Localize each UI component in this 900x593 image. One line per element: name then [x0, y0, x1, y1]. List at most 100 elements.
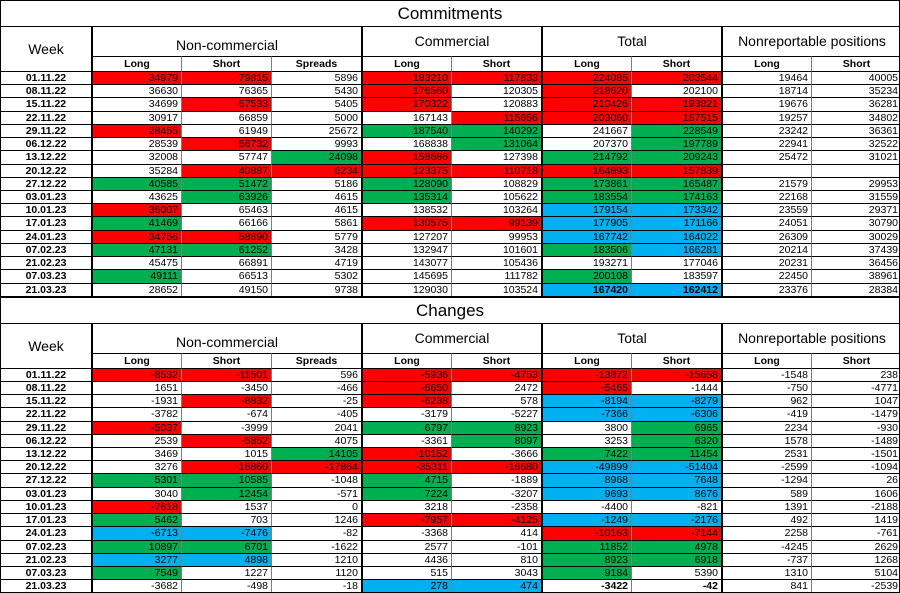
value-cell: 174163: [631, 189, 721, 204]
value-cell: -3450: [181, 380, 271, 395]
value-cell: 278: [361, 579, 451, 592]
value-cell: 19257: [721, 110, 811, 124]
value-cell: 167742: [541, 229, 631, 243]
value-cell: 11454: [631, 447, 721, 461]
value-cell: 10897: [91, 539, 181, 553]
value-cell: 30917: [91, 110, 181, 124]
group-header-row: Non-commercial Commercial Total Nonrepor…: [91, 27, 899, 56]
value-cell: -930: [811, 420, 899, 434]
value-cell: 1210: [271, 552, 361, 566]
value-cell: 3043: [451, 566, 541, 580]
value-cell: 1419: [811, 513, 899, 527]
value-cell: 4436: [361, 552, 451, 566]
value-cell: 4978: [631, 539, 721, 553]
value-cell: 28539: [91, 137, 181, 151]
table-body: 01.11.22 34979 79815 5896 183210 117833 224085…: [1, 71, 899, 296]
table-row: 15.11.22 -1931 -8832 -25 -6238 578 -8194 -8279 9…: [1, 394, 899, 408]
value-cell: 123375: [361, 163, 451, 177]
value-cell: -51404: [631, 460, 721, 474]
value-cell: 120883: [451, 97, 541, 111]
value-cell: 26309: [721, 229, 811, 243]
table-row: 21.02.23 45475 66891 4719 143077 105436 193271…: [1, 256, 899, 270]
value-cell: 2258: [721, 526, 811, 540]
value-cell: 101601: [451, 242, 541, 257]
value-cell: 10585: [181, 473, 271, 487]
value-cell: 22450: [721, 269, 811, 283]
value-cell: 31021: [811, 150, 899, 164]
value-cell: 34756: [91, 229, 181, 243]
value-cell: [721, 163, 811, 177]
value-cell: -1489: [811, 433, 899, 448]
value-cell: 6234: [271, 163, 361, 177]
value-cell: 135314: [361, 189, 451, 204]
table-row: 08.11.22 36630 76365 5430 176560 120305 218620…: [1, 84, 899, 98]
value-cell: 187540: [361, 123, 451, 138]
table-body: 01.11.22 -8532 -11501 596 -5936 -4753 -13872 -1…: [1, 367, 899, 592]
value-cell: -25: [271, 394, 361, 408]
value-cell: 20214: [721, 242, 811, 257]
value-cell: 3277: [91, 552, 181, 566]
value-cell: 29371: [811, 203, 899, 217]
value-cell: 108829: [451, 176, 541, 190]
value-cell: 61252: [181, 242, 271, 257]
week-cell: 08.11.22: [1, 380, 91, 394]
week-column-header: Week: [28, 41, 64, 57]
value-cell: -3422: [541, 579, 631, 592]
col-header-nc-spreads: Spreads: [271, 56, 361, 71]
value-cell: -4125: [451, 513, 541, 527]
value-cell: 23376: [721, 282, 811, 296]
table-row: 07.03.23 7549 1227 1120 515 3043 9184 5390 1310 5…: [1, 566, 899, 580]
value-cell: 5186: [271, 176, 361, 190]
value-cell: 2629: [811, 539, 899, 553]
value-cell: 5000: [271, 110, 361, 124]
week-cell: 20.12.22: [1, 460, 91, 473]
value-cell: 5405: [271, 97, 361, 111]
value-cell: -821: [631, 499, 721, 514]
value-cell: 166281: [631, 242, 721, 257]
value-cell: -7366: [541, 407, 631, 421]
value-cell: 12454: [181, 486, 271, 500]
value-cell: 474: [451, 579, 541, 592]
sub-header-row: Long Short Spreads Long Short Long Short…: [91, 56, 899, 71]
value-cell: -5936: [361, 367, 451, 381]
value-cell: 207370: [541, 137, 631, 151]
value-cell: 6797: [361, 420, 451, 434]
value-cell: 157839: [631, 163, 721, 177]
col-header-nr-long: Long: [721, 352, 811, 368]
value-cell: 66891: [181, 256, 271, 270]
value-cell: 177905: [541, 216, 631, 230]
week-cell: 15.11.22: [1, 394, 91, 407]
value-cell: -8832: [181, 394, 271, 408]
value-cell: 4075: [271, 433, 361, 448]
week-cell: 20.12.22: [1, 163, 91, 177]
value-cell: 703: [181, 513, 271, 527]
week-cell: 10.01.23: [1, 499, 91, 513]
value-cell: 34979: [91, 71, 181, 85]
header-groups: Non-commercial Commercial Total Nonrepor…: [91, 27, 899, 71]
value-cell: 99139: [451, 216, 541, 230]
col-header-t-short: Short: [631, 352, 721, 368]
value-cell: 5104: [811, 566, 899, 580]
value-cell: 6701: [181, 539, 271, 553]
value-cell: 578: [451, 394, 541, 408]
value-cell: 7422: [541, 447, 631, 461]
value-cell: -4771: [811, 380, 899, 395]
week-cell: 07.02.23: [1, 242, 91, 256]
value-cell: 3428: [271, 242, 361, 257]
value-cell: 238: [811, 367, 899, 381]
table-row: 27.12.22 5301 10585 -1048 4715 -1889 8968 7648-…: [1, 473, 899, 487]
value-cell: 24051: [721, 216, 811, 230]
value-cell: -5227: [451, 407, 541, 421]
value-cell: -405: [271, 407, 361, 421]
value-cell: 176560: [361, 84, 451, 98]
value-cell: -16860: [181, 460, 271, 474]
table-row: 10.01.23 36007 65463 4615 138532 103264 179154…: [1, 203, 899, 217]
value-cell: 58690: [181, 229, 271, 243]
value-cell: 43625: [91, 189, 181, 204]
value-cell: 61949: [181, 123, 271, 138]
value-cell: 2041: [271, 420, 361, 434]
value-cell: 120305: [451, 84, 541, 98]
value-cell: 414: [451, 526, 541, 540]
value-cell: 66513: [181, 269, 271, 283]
value-cell: -1444: [631, 380, 721, 395]
